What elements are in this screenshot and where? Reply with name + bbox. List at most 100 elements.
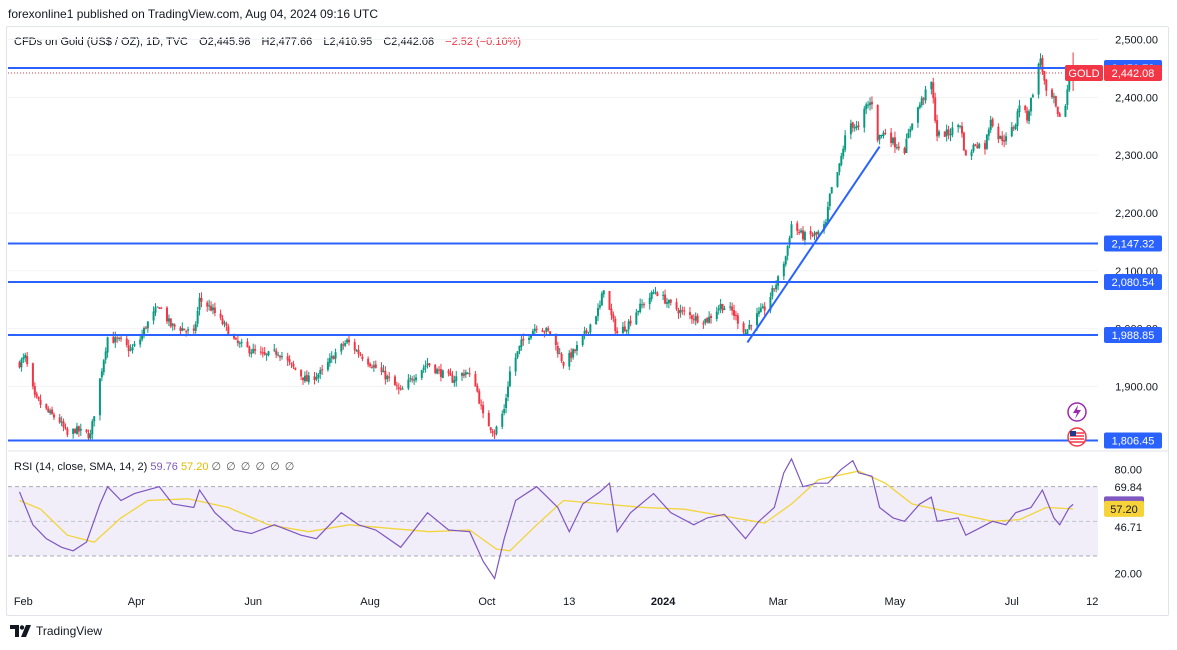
candle: [158, 306, 161, 309]
candle: [464, 369, 467, 378]
rsi-legend[interactable]: RSI (14, close, SMA, 14, 2) 59.76 57.20 …: [14, 460, 295, 473]
candle-body: [796, 223, 799, 231]
candle: [98, 378, 101, 421]
candle: [393, 374, 396, 386]
candle: [717, 304, 720, 315]
candle: [279, 355, 282, 362]
candle-body: [677, 310, 680, 314]
candle: [951, 121, 954, 138]
candle-body: [1052, 96, 1055, 98]
candle: [612, 311, 615, 323]
candle-body: [292, 363, 295, 367]
candle-body: [916, 107, 919, 123]
tradingview-footer[interactable]: TradingView: [10, 624, 102, 638]
candle: [330, 351, 333, 363]
ohlc-low: L2,410.95: [323, 36, 373, 48]
candle-body: [771, 287, 774, 297]
candle: [240, 338, 243, 348]
candle: [528, 335, 531, 344]
candle: [999, 135, 1002, 140]
candle: [449, 368, 452, 376]
candle-body: [468, 373, 471, 375]
candle: [583, 326, 586, 340]
candle-body: [154, 307, 157, 313]
candle: [102, 359, 105, 376]
candle: [1016, 108, 1019, 131]
candle: [690, 314, 693, 324]
candle-body: [851, 122, 854, 128]
candle: [959, 125, 962, 129]
candle: [798, 229, 801, 235]
candle-body: [922, 98, 925, 100]
candle: [1005, 132, 1008, 145]
candle: [976, 142, 979, 149]
candle-body: [436, 369, 439, 374]
candle: [1018, 99, 1021, 118]
level-price-label: 1,806.45: [1112, 435, 1155, 447]
candle: [828, 193, 831, 211]
symbol-legend[interactable]: CFDs on Gold (US$ / OZ), 1D, TVC O2,445.…: [14, 36, 521, 48]
candle-body: [246, 341, 249, 348]
candle: [171, 322, 174, 331]
candle-body: [614, 318, 617, 332]
candle: [93, 416, 96, 427]
candle-body: [936, 120, 939, 137]
candle-body: [692, 319, 695, 321]
candle-body: [156, 306, 159, 308]
candle: [1051, 87, 1054, 100]
ohlc-change: −2.52 (−0.10%): [445, 36, 522, 48]
candle-body: [1028, 111, 1031, 122]
candle-body: [112, 336, 115, 344]
candle-body: [33, 386, 36, 395]
candle-body: [248, 346, 251, 354]
candle-body: [407, 379, 410, 389]
candle: [801, 226, 804, 241]
candle-body: [302, 377, 305, 381]
candle-body: [505, 398, 508, 409]
candle: [1024, 104, 1027, 113]
candle: [223, 320, 226, 328]
candle: [116, 336, 119, 343]
candle-body: [72, 428, 75, 434]
candle: [704, 318, 707, 326]
candle: [702, 320, 705, 329]
candle-body: [131, 347, 134, 351]
candle: [47, 406, 50, 414]
candle-body: [719, 304, 722, 309]
candle-body: [518, 345, 521, 351]
candle: [236, 335, 239, 347]
candle: [721, 303, 724, 314]
candle: [1066, 84, 1069, 110]
candle: [782, 261, 785, 281]
candle: [957, 123, 960, 133]
candle-body: [840, 156, 843, 165]
candle-body: [1012, 127, 1015, 129]
candle: [920, 95, 923, 108]
candle: [970, 149, 973, 161]
symbol-name[interactable]: CFDs on Gold (US$ / OZ), 1D, TVC: [14, 36, 189, 48]
rsi-title[interactable]: RSI (14, close, SMA, 14, 2): [14, 461, 148, 473]
candle: [602, 290, 605, 298]
candle: [66, 426, 69, 438]
candle-body: [411, 378, 414, 381]
candle-body: [47, 408, 50, 412]
candle: [800, 228, 803, 234]
candle: [665, 297, 668, 308]
candle: [246, 338, 249, 348]
candle-body: [263, 351, 266, 355]
candle-body: [279, 355, 282, 358]
candle: [788, 235, 791, 249]
candle: [733, 304, 736, 320]
candle-body: [849, 123, 852, 135]
price-tick-label: 2,500.00: [1115, 35, 1158, 47]
candle: [319, 367, 322, 380]
candle-body: [1039, 58, 1042, 65]
x-tick-label: 2024: [651, 596, 676, 608]
candle: [1045, 78, 1048, 97]
candle: [667, 299, 670, 309]
candle-body: [597, 308, 600, 317]
candle-body: [74, 429, 77, 434]
price-tick-label: 1,900.00: [1115, 381, 1158, 393]
candle-body: [79, 428, 82, 431]
